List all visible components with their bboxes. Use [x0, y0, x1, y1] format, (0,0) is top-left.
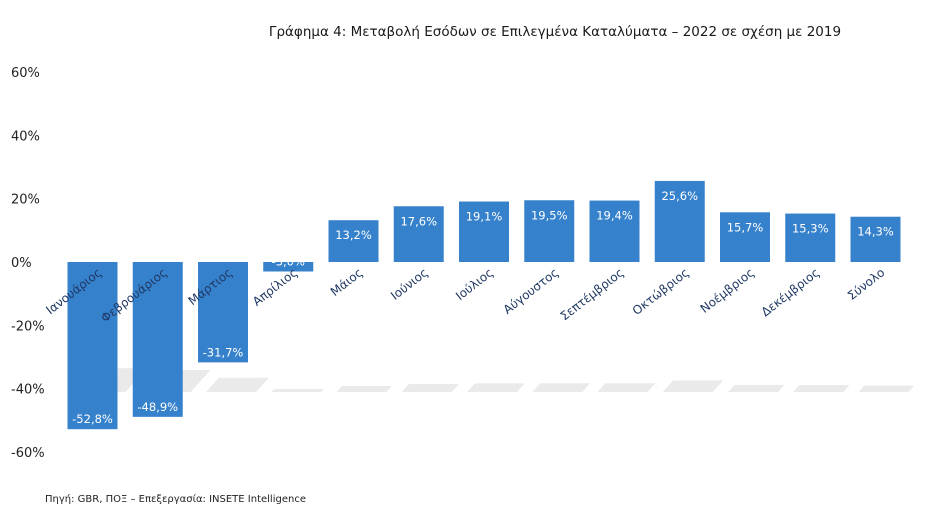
- category-label: Νοέμβριος: [698, 265, 757, 316]
- bar-shadow: [401, 384, 459, 392]
- bar: [198, 262, 248, 363]
- y-tick-label: 40%: [11, 129, 40, 144]
- y-tick-label: 0%: [11, 256, 32, 271]
- bar-shadow: [662, 380, 724, 392]
- bar: [654, 180, 705, 262]
- data-label: 15,7%: [727, 220, 764, 234]
- bar: [459, 201, 509, 262]
- data-label: 19,4%: [596, 209, 633, 223]
- bar: [67, 262, 118, 430]
- category-label: Ιούνιος: [388, 265, 430, 302]
- bar-shadow: [271, 389, 324, 392]
- bar-shadow: [728, 384, 785, 392]
- source-note: Πηγή: GBR, ΠΟΞ – Επεξεργασία: INSETE Int…: [45, 494, 306, 505]
- data-labels: -52,8% -48,9% -31,7% -3,0% 13,2% 17,6% 19,1% 19…: [72, 189, 894, 426]
- bar-shadow: [467, 383, 525, 392]
- y-axis-ticks: 60% 40% 20% 0% -20% -40% -60%: [11, 66, 45, 461]
- bar: [720, 212, 770, 262]
- bar-shadow-layer: [75, 368, 915, 392]
- data-label: 19,1%: [466, 210, 503, 224]
- bar-shadow: [532, 383, 591, 392]
- bar: [393, 206, 444, 262]
- y-tick-label: 60%: [11, 66, 40, 81]
- data-label: -31,7%: [203, 345, 244, 359]
- data-label: 13,2%: [335, 228, 372, 242]
- bar: [132, 262, 183, 417]
- bar: [589, 200, 640, 262]
- bar-shadow: [597, 383, 656, 392]
- category-label: Σύνολο: [845, 265, 888, 303]
- category-label: Σεπτέμβριος: [558, 265, 627, 323]
- bar: [263, 262, 314, 272]
- data-label: -52,8%: [72, 412, 113, 426]
- y-tick-label: 20%: [11, 193, 40, 208]
- bar-shadow: [336, 386, 392, 392]
- category-label: Δεκέμβριος: [759, 265, 822, 319]
- category-label: Ιούλιος: [453, 265, 496, 303]
- category-label: Μάιος: [328, 265, 366, 299]
- data-label: -3,0%: [272, 255, 305, 269]
- bar-shadow: [793, 385, 850, 392]
- y-tick-label: -60%: [11, 446, 45, 461]
- bar: [524, 200, 575, 262]
- category-label: Αύγουστος: [501, 265, 561, 317]
- bar-shadow: [858, 385, 915, 392]
- bar: [785, 213, 836, 262]
- y-tick-label: -20%: [11, 319, 45, 334]
- category-label: Οκτώβριος: [630, 265, 692, 318]
- chart-title: Γράφημα 4: Μεταβολή Εσόδων σε Επιλεγμένα…: [268, 24, 842, 40]
- y-tick-label: -40%: [11, 383, 45, 398]
- data-label: 14,3%: [857, 225, 894, 239]
- bar-shadow: [206, 377, 269, 392]
- bar: [850, 216, 901, 262]
- data-label: -48,9%: [137, 400, 178, 414]
- bars: [67, 180, 901, 430]
- data-label: 25,6%: [661, 189, 698, 203]
- bar: [328, 220, 379, 262]
- data-label: 19,5%: [531, 208, 568, 222]
- data-label: 15,3%: [792, 222, 829, 236]
- category-label: Απρίλιος: [250, 265, 300, 308]
- data-label: 17,6%: [400, 214, 437, 228]
